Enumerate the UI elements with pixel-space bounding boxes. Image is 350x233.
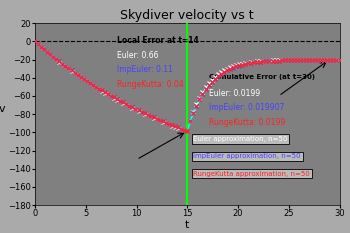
X-axis label: t: t <box>185 219 189 230</box>
Text: Euler: 0.66: Euler: 0.66 <box>117 51 159 60</box>
Text: RungeKutta: 0.0199: RungeKutta: 0.0199 <box>209 118 285 127</box>
Text: RungeKutta: 0.04: RungeKutta: 0.04 <box>117 80 184 89</box>
Text: Euler approximation, n=50: Euler approximation, n=50 <box>193 136 288 142</box>
Text: Local Error at t=14: Local Error at t=14 <box>117 36 199 45</box>
Text: ImpEuler: 0.019907: ImpEuler: 0.019907 <box>209 103 284 112</box>
Text: Cumulative Error (at t=30): Cumulative Error (at t=30) <box>209 74 315 80</box>
Y-axis label: v: v <box>0 104 6 114</box>
Title: Skydiver velocity vs t: Skydiver velocity vs t <box>120 9 254 22</box>
Text: ImpEuler approximation, n=50: ImpEuler approximation, n=50 <box>193 153 301 159</box>
Text: RungeKutta approximation, n=50: RungeKutta approximation, n=50 <box>193 171 310 177</box>
Text: Euler: 0.0199: Euler: 0.0199 <box>209 89 260 98</box>
Text: ImpEuler: 0.11: ImpEuler: 0.11 <box>117 65 173 74</box>
